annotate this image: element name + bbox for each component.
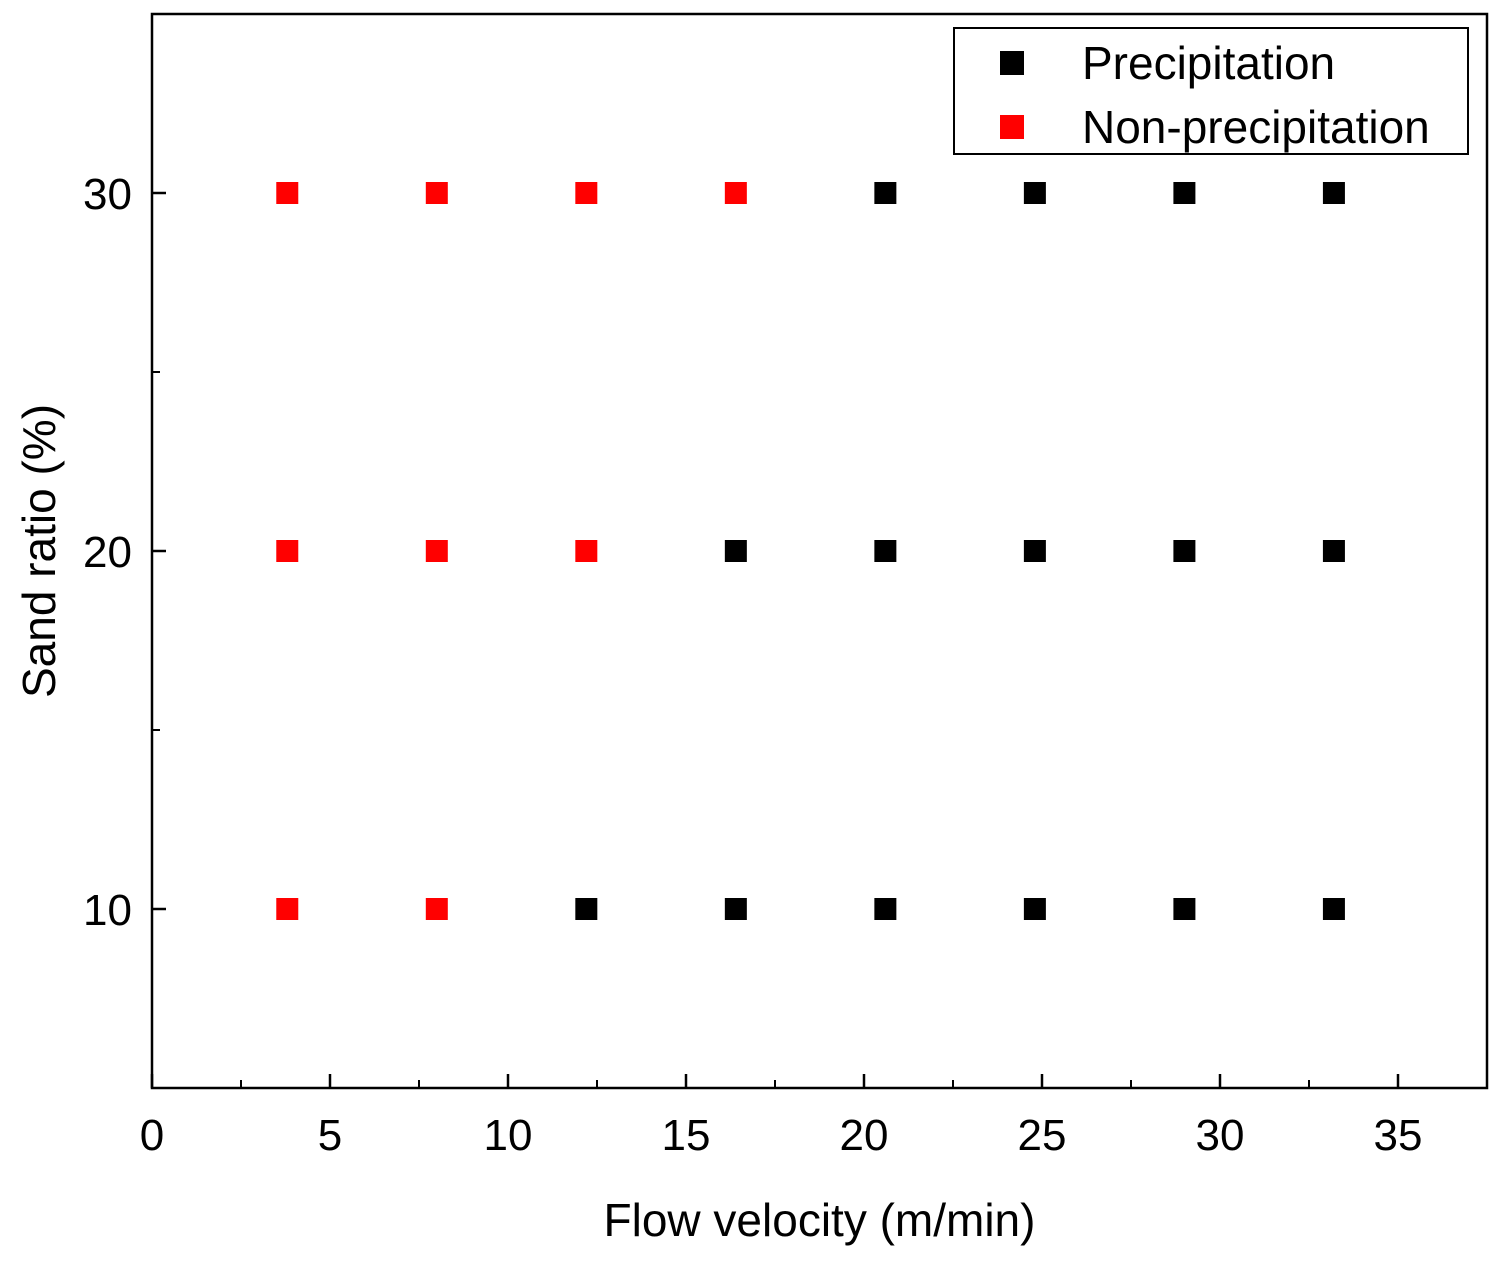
y-axis: 10 20 30 <box>83 170 166 935</box>
x-tick-label: 30 <box>1196 1111 1245 1160</box>
precipitation-point <box>1322 898 1345 920</box>
precipitation-point <box>1023 540 1046 562</box>
x-tick-label: 0 <box>140 1111 164 1160</box>
legend-label: Precipitation <box>1082 37 1335 89</box>
x-tick-label: 15 <box>662 1111 711 1160</box>
non-precipitation-point <box>425 182 448 204</box>
non-precipitation-point <box>425 540 448 562</box>
y-tick-label: 30 <box>83 170 132 219</box>
precipitation-point <box>1023 898 1046 920</box>
non-precipitation-point <box>276 540 299 562</box>
data-points <box>276 182 1345 920</box>
legend-label: Non-precipitation <box>1082 101 1430 153</box>
x-axis: 0 5 10 15 20 25 30 35 <box>140 1074 1423 1160</box>
non-precipitation-point <box>425 898 448 920</box>
y-axis-title: Sand ratio (%) <box>13 404 65 698</box>
y-tick-label: 10 <box>83 886 132 935</box>
x-tick-label: 25 <box>1018 1111 1067 1160</box>
precipitation-point <box>874 182 897 204</box>
y-tick-label: 20 <box>83 528 132 577</box>
precipitation-point <box>575 898 598 920</box>
non-precipitation-point <box>724 182 747 204</box>
plot-frame <box>150 12 1489 1090</box>
legend-marker <box>1000 115 1024 139</box>
legend-marker <box>1000 51 1024 75</box>
precipitation-point <box>874 898 897 920</box>
precipitation-point <box>1173 898 1196 920</box>
legend-box <box>953 27 1469 155</box>
precipitation-point <box>1322 182 1345 204</box>
non-precipitation-point <box>575 182 598 204</box>
x-tick-label: 20 <box>840 1111 889 1160</box>
x-axis-title: Flow velocity (m/min) <box>604 1194 1036 1246</box>
non-precipitation-point <box>276 182 299 204</box>
x-tick-label: 5 <box>318 1111 342 1160</box>
x-tick-label: 35 <box>1374 1111 1423 1160</box>
precipitation-point <box>874 540 897 562</box>
plot-border <box>150 12 1489 1090</box>
non-precipitation-point <box>575 540 598 562</box>
precipitation-point <box>724 898 747 920</box>
x-tick-label: 10 <box>484 1111 533 1160</box>
precipitation-point <box>1173 540 1196 562</box>
non-precipitation-point <box>276 898 299 920</box>
precipitation-point <box>1173 182 1196 204</box>
precipitation-point <box>724 540 747 562</box>
legend: Precipitation Non-precipitation <box>953 27 1469 155</box>
precipitation-point <box>1322 540 1345 562</box>
precipitation-point <box>1023 182 1046 204</box>
